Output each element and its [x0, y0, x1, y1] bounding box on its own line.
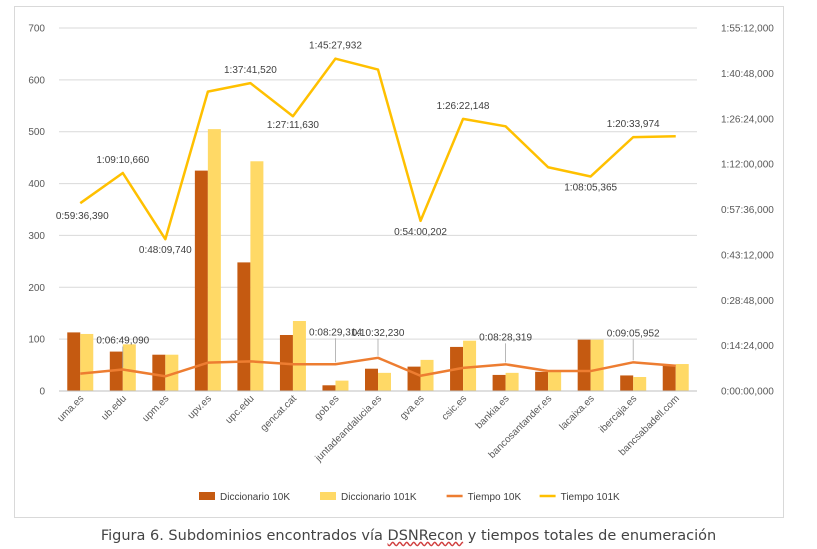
- y-right-tick-label: 1:55:12,000: [721, 24, 774, 35]
- y-right-tick-label: 0:28:48,000: [721, 296, 774, 307]
- bar-diccionario-101k: [250, 161, 264, 391]
- chart-frame: 0 100 200 300 400 500 600 700 0:00:00,000 0:14:24…: [14, 6, 784, 518]
- y-right-tick-label: 1:12:00,000: [721, 160, 774, 171]
- data-label: 1:09:10,660: [96, 155, 149, 166]
- caption-prefix: Figura 6. Subdominios encontrados vía: [100, 528, 388, 544]
- line-tiempo-101k: [79, 57, 676, 241]
- legend-label: Diccionario 101K: [341, 492, 417, 503]
- y-left-tick-label: 200: [28, 283, 45, 294]
- x-tick-label: ub.edu: [100, 393, 129, 422]
- bar-diccionario-101k: [335, 380, 349, 391]
- legend-label: Tiempo 10K: [468, 492, 522, 503]
- legend-swatch: [199, 492, 215, 500]
- y-right-tick-label: 0:57:36,000: [721, 205, 774, 216]
- caption-brand: DSNRecon: [387, 528, 464, 544]
- bar-diccionario-10k: [322, 385, 336, 391]
- bar-diccionario-10k: [194, 170, 208, 391]
- data-label: 0:06:49,090: [96, 336, 149, 347]
- bar-diccionario-10k: [152, 354, 166, 391]
- data-label: 1:26:22,148: [437, 101, 490, 112]
- bar-diccionario-10k: [365, 368, 378, 391]
- x-tick-label: uma.es: [55, 393, 86, 424]
- combo-chart: 0 100 200 300 400 500 600 700 0:00:00,000 0:14:24…: [28, 24, 774, 504]
- bar-diccionario-101k: [165, 354, 179, 391]
- x-tick-label: gob.es: [313, 393, 342, 422]
- bar-diccionario-101k: [378, 372, 391, 391]
- y-left-tick-label: 400: [28, 179, 45, 190]
- y-right-tick-label: 0:14:24,000: [721, 341, 774, 352]
- data-label: 0:08:28,319: [479, 332, 532, 343]
- bar-diccionario-10k: [535, 371, 549, 391]
- y-left-tick-label: 300: [28, 231, 45, 242]
- bar-diccionario-101k: [675, 364, 689, 391]
- x-tick-label: bankia.es: [474, 393, 512, 431]
- legend-label: Tiempo 101K: [561, 492, 620, 503]
- bar-diccionario-101k: [633, 376, 647, 391]
- y-left-tick-label: 0: [39, 387, 45, 398]
- bar-diccionario-101k: [505, 372, 519, 391]
- line-tiempo-10k: [80, 356, 676, 378]
- data-label: 1:27:11,630: [267, 120, 320, 131]
- bar-diccionario-101k: [548, 371, 562, 391]
- x-tick-label: lacaixa.es: [558, 393, 597, 432]
- data-label: 0:59:36,390: [56, 211, 109, 222]
- data-label: 1:45:27,932: [309, 41, 362, 52]
- x-tick-label: ibercaja.es: [597, 393, 639, 435]
- legend-label: Diccionario 10K: [220, 492, 290, 503]
- x-tick-label: gva.es: [398, 393, 427, 422]
- y-left-tick-label: 500: [28, 127, 45, 138]
- x-tick-label: gencat.cat: [259, 393, 300, 434]
- bar-diccionario-101k: [590, 339, 604, 391]
- bar-diccionario-10k: [67, 332, 81, 391]
- data-label: 0:54:00,202: [394, 227, 447, 238]
- data-label: 0:08:29,314: [309, 327, 362, 338]
- data-label: 1:20:33,974: [607, 119, 660, 130]
- bar-diccionario-10k: [620, 375, 634, 391]
- y-left-tick-label: 600: [28, 75, 45, 86]
- figure-caption: Figura 6. Subdominios encontrados vía DS…: [0, 528, 817, 544]
- bar-diccionario-101k: [80, 333, 94, 391]
- y-right-tick-label: 0:00:00,000: [721, 387, 774, 398]
- data-label: 1:08:05,365: [564, 182, 617, 193]
- legend-swatch: [320, 492, 336, 500]
- bar-diccionario-10k: [577, 339, 591, 391]
- x-tick-label: csic.es: [440, 393, 469, 422]
- y-right-tick-label: 0:43:12,000: [721, 250, 774, 261]
- bar-diccionario-10k: [237, 262, 251, 391]
- bar-diccionario-101k: [463, 340, 477, 391]
- x-tick-label: upm.es: [140, 393, 171, 424]
- bar-diccionario-101k: [122, 344, 136, 391]
- y-left-tick-label: 700: [28, 24, 45, 35]
- data-label: 0:09:05,952: [607, 328, 660, 339]
- data-label: 0:48:09,740: [139, 245, 192, 256]
- x-tick-label: upv.es: [186, 393, 214, 421]
- y-left-tick-label: 100: [28, 335, 45, 346]
- caption-suffix: y tiempos totales de enumeración: [463, 528, 717, 544]
- data-label: 0:10:32,230: [352, 328, 405, 339]
- data-label: 1:37:41,520: [224, 65, 277, 76]
- bar-diccionario-101k: [292, 320, 306, 391]
- bar-diccionario-10k: [492, 374, 506, 391]
- bar-diccionario-101k: [207, 129, 221, 391]
- bar-diccionario-10k: [662, 364, 676, 391]
- y-right-tick-label: 1:26:24,000: [721, 114, 774, 125]
- y-right-tick-label: 1:40:48,000: [721, 69, 774, 80]
- x-tick-label: upc.edu: [224, 393, 257, 426]
